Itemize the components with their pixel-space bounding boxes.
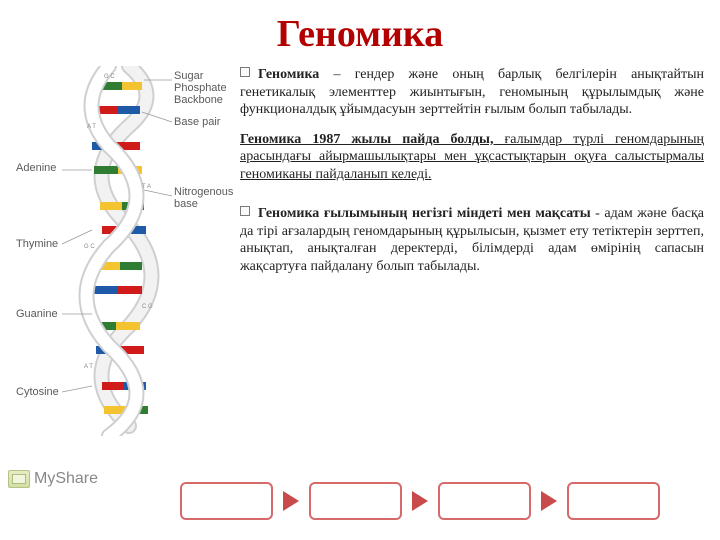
paragraph-3: Геномика ғылымының негізгі міндеті мен м… — [240, 205, 704, 275]
svg-text:A T: A T — [84, 364, 93, 370]
flow-box — [438, 482, 531, 520]
arrow-right-icon — [541, 491, 557, 511]
watermark-icon — [8, 470, 30, 488]
paragraph-1: Геномика – гендер және оның барлық белгі… — [240, 66, 704, 119]
svg-text:T A: T A — [142, 184, 151, 190]
label-cytosine: Cytosine — [16, 386, 59, 398]
svg-text:C G: C G — [142, 304, 153, 310]
label-thymine: Thymine — [16, 238, 58, 250]
page-title: Геномика — [0, 12, 720, 56]
label-basepair: Base pair — [174, 116, 220, 128]
p3-bold: Геномика ғылымының негізгі міндеті мен м… — [258, 206, 591, 221]
bullet-icon — [240, 67, 250, 77]
flow-box — [309, 482, 402, 520]
paragraph-2: Геномика 1987 жылы пайда болды, ғалымдар… — [240, 131, 704, 184]
dna-diagram: G C A T T A G C C G A T — [14, 66, 224, 436]
bullet-icon — [240, 206, 250, 216]
flow-box — [180, 482, 273, 520]
dna-column: G C A T T A G C C G A T — [4, 62, 234, 476]
watermark: MyShare — [8, 470, 98, 488]
svg-text:A T: A T — [87, 124, 96, 130]
content-row: G C A T T A G C C G A T — [0, 62, 720, 476]
arrow-right-icon — [412, 491, 428, 511]
p1-bold: Геномика — [258, 67, 319, 82]
svg-text:G C: G C — [104, 74, 115, 80]
text-column: Геномика – гендер және оның барлық белгі… — [234, 62, 710, 476]
label-guanine: Guanine — [16, 308, 58, 320]
flow-diagram — [0, 476, 720, 540]
svg-text:G C: G C — [84, 244, 95, 250]
watermark-text: MyShare — [34, 470, 98, 488]
label-sugar: Sugar Phosphate Backbone — [174, 70, 227, 106]
arrow-right-icon — [283, 491, 299, 511]
p2-bold: Геномика 1987 жылы пайда болды, — [240, 132, 493, 147]
label-nitrogenous: Nitrogenous base — [174, 186, 233, 210]
label-adenine: Adenine — [16, 162, 56, 174]
flow-box — [567, 482, 660, 520]
